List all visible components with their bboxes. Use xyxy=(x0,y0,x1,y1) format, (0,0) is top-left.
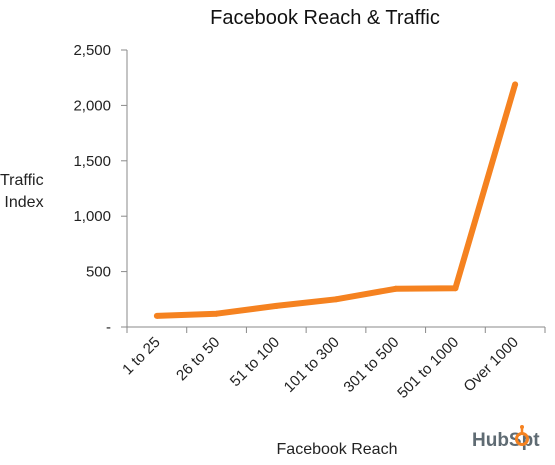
x-axis xyxy=(126,326,546,333)
data-point xyxy=(153,312,160,319)
logo-sprocket-icon xyxy=(515,425,529,446)
data-point xyxy=(392,285,399,292)
svg-text:HubSpt: HubSpt xyxy=(472,430,540,451)
y-tick-label: 1,000 xyxy=(73,208,111,225)
x-tick-label: 501 to 1000 xyxy=(394,334,462,402)
data-point xyxy=(452,285,459,292)
y-axis-title-line-1: Traffic xyxy=(0,172,44,189)
x-tick-label: 1 to 25 xyxy=(119,334,163,378)
data-point xyxy=(333,296,339,303)
series-line-group xyxy=(153,81,519,319)
x-tick-label: 101 to 300 xyxy=(281,334,343,396)
y-axis-title-line-2: Index xyxy=(4,194,43,211)
series-line xyxy=(156,83,518,319)
x-tick-label: 301 to 500 xyxy=(340,334,402,396)
data-point xyxy=(273,302,280,309)
x-tick-label: 51 to 100 xyxy=(227,334,283,390)
logo-text-part-2: t xyxy=(533,430,540,451)
data-point xyxy=(512,81,519,88)
x-tick-label: Over 1000 xyxy=(460,334,522,396)
hubspot-logo: HubSpt xyxy=(472,425,540,451)
y-tick-label: 2,000 xyxy=(73,97,111,114)
x-tick-label: 26 to 50 xyxy=(173,334,223,384)
y-tick-label: 2,500 xyxy=(73,42,111,59)
y-axis-title: Traffic Index xyxy=(0,172,48,211)
y-tick-label: 500 xyxy=(86,264,111,281)
data-point xyxy=(213,310,220,317)
y-axis-ticks: - 500 1,000 1,500 2,000 2,500 xyxy=(73,42,128,336)
chart-title: Facebook Reach & Traffic xyxy=(210,7,440,29)
x-axis-title: Facebook Reach xyxy=(277,441,398,458)
y-tick-label: - xyxy=(106,319,111,336)
y-tick-label: 1,500 xyxy=(73,153,111,170)
